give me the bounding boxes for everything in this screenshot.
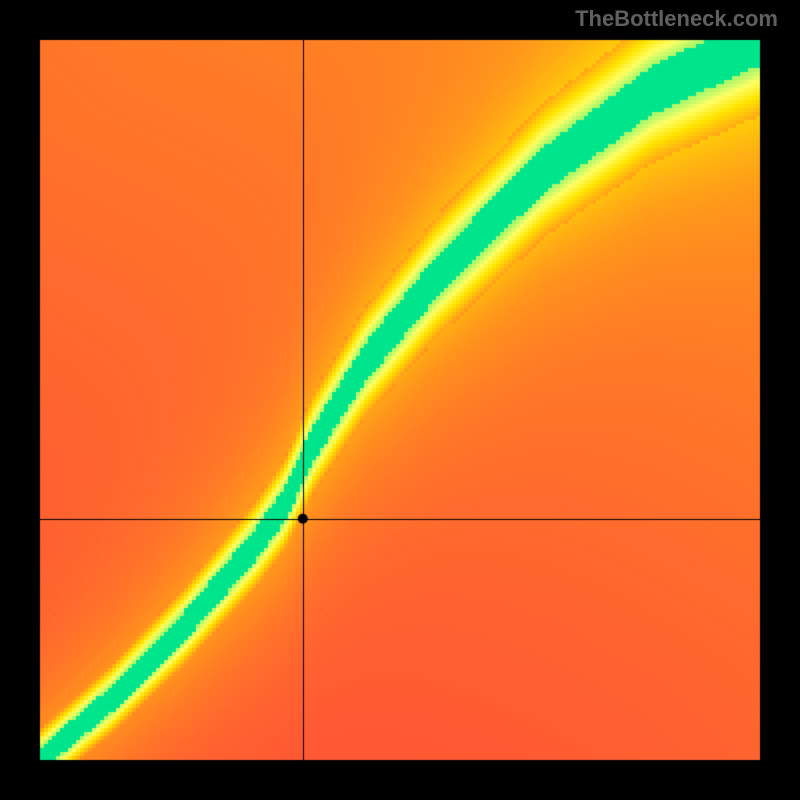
watermark-text: TheBottleneck.com (575, 6, 778, 32)
chart-container: TheBottleneck.com (0, 0, 800, 800)
bottleneck-heatmap (0, 0, 800, 800)
